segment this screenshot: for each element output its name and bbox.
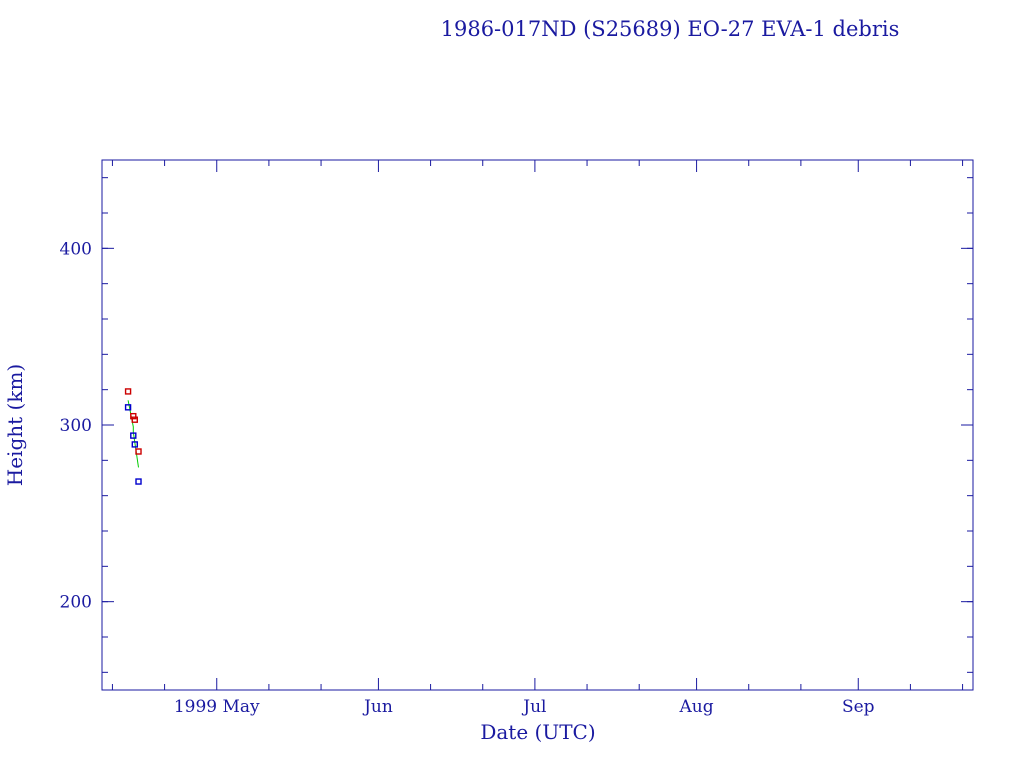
data-point-perigee <box>124 404 132 411</box>
x-tick-label: Sep <box>842 697 875 717</box>
y-axis-label: Height (km) <box>3 364 27 486</box>
x-axis-label: Date (UTC) <box>480 720 595 744</box>
data-point-perigee <box>135 478 142 485</box>
x-tick-labels: 1999 May Jun Jul Aug Sep <box>174 697 875 717</box>
chart-title: 1986-017ND (S25689) EO-27 EVA-1 debris <box>441 17 900 41</box>
data-point-apogee <box>135 448 142 455</box>
y-tick-label: 400 <box>60 239 92 259</box>
axis-ticks <box>102 160 973 690</box>
y-tick-label: 200 <box>60 593 92 613</box>
x-tick-label: Jul <box>521 697 546 717</box>
y-tick-labels: 200 300 400 <box>60 239 92 612</box>
plot-frame <box>101 159 974 691</box>
x-tick-label: Aug <box>679 697 714 717</box>
data-point-perigee <box>130 432 137 439</box>
x-tick-label: 1999 May <box>174 697 260 717</box>
data-point-apogee <box>124 388 132 395</box>
data-point-apogee <box>131 416 138 423</box>
data-marks <box>124 388 142 485</box>
data-point-apogee <box>130 412 137 420</box>
data-point-perigee <box>131 441 138 448</box>
y-tick-label: 300 <box>60 416 92 436</box>
x-tick-label: Jun <box>362 697 393 717</box>
